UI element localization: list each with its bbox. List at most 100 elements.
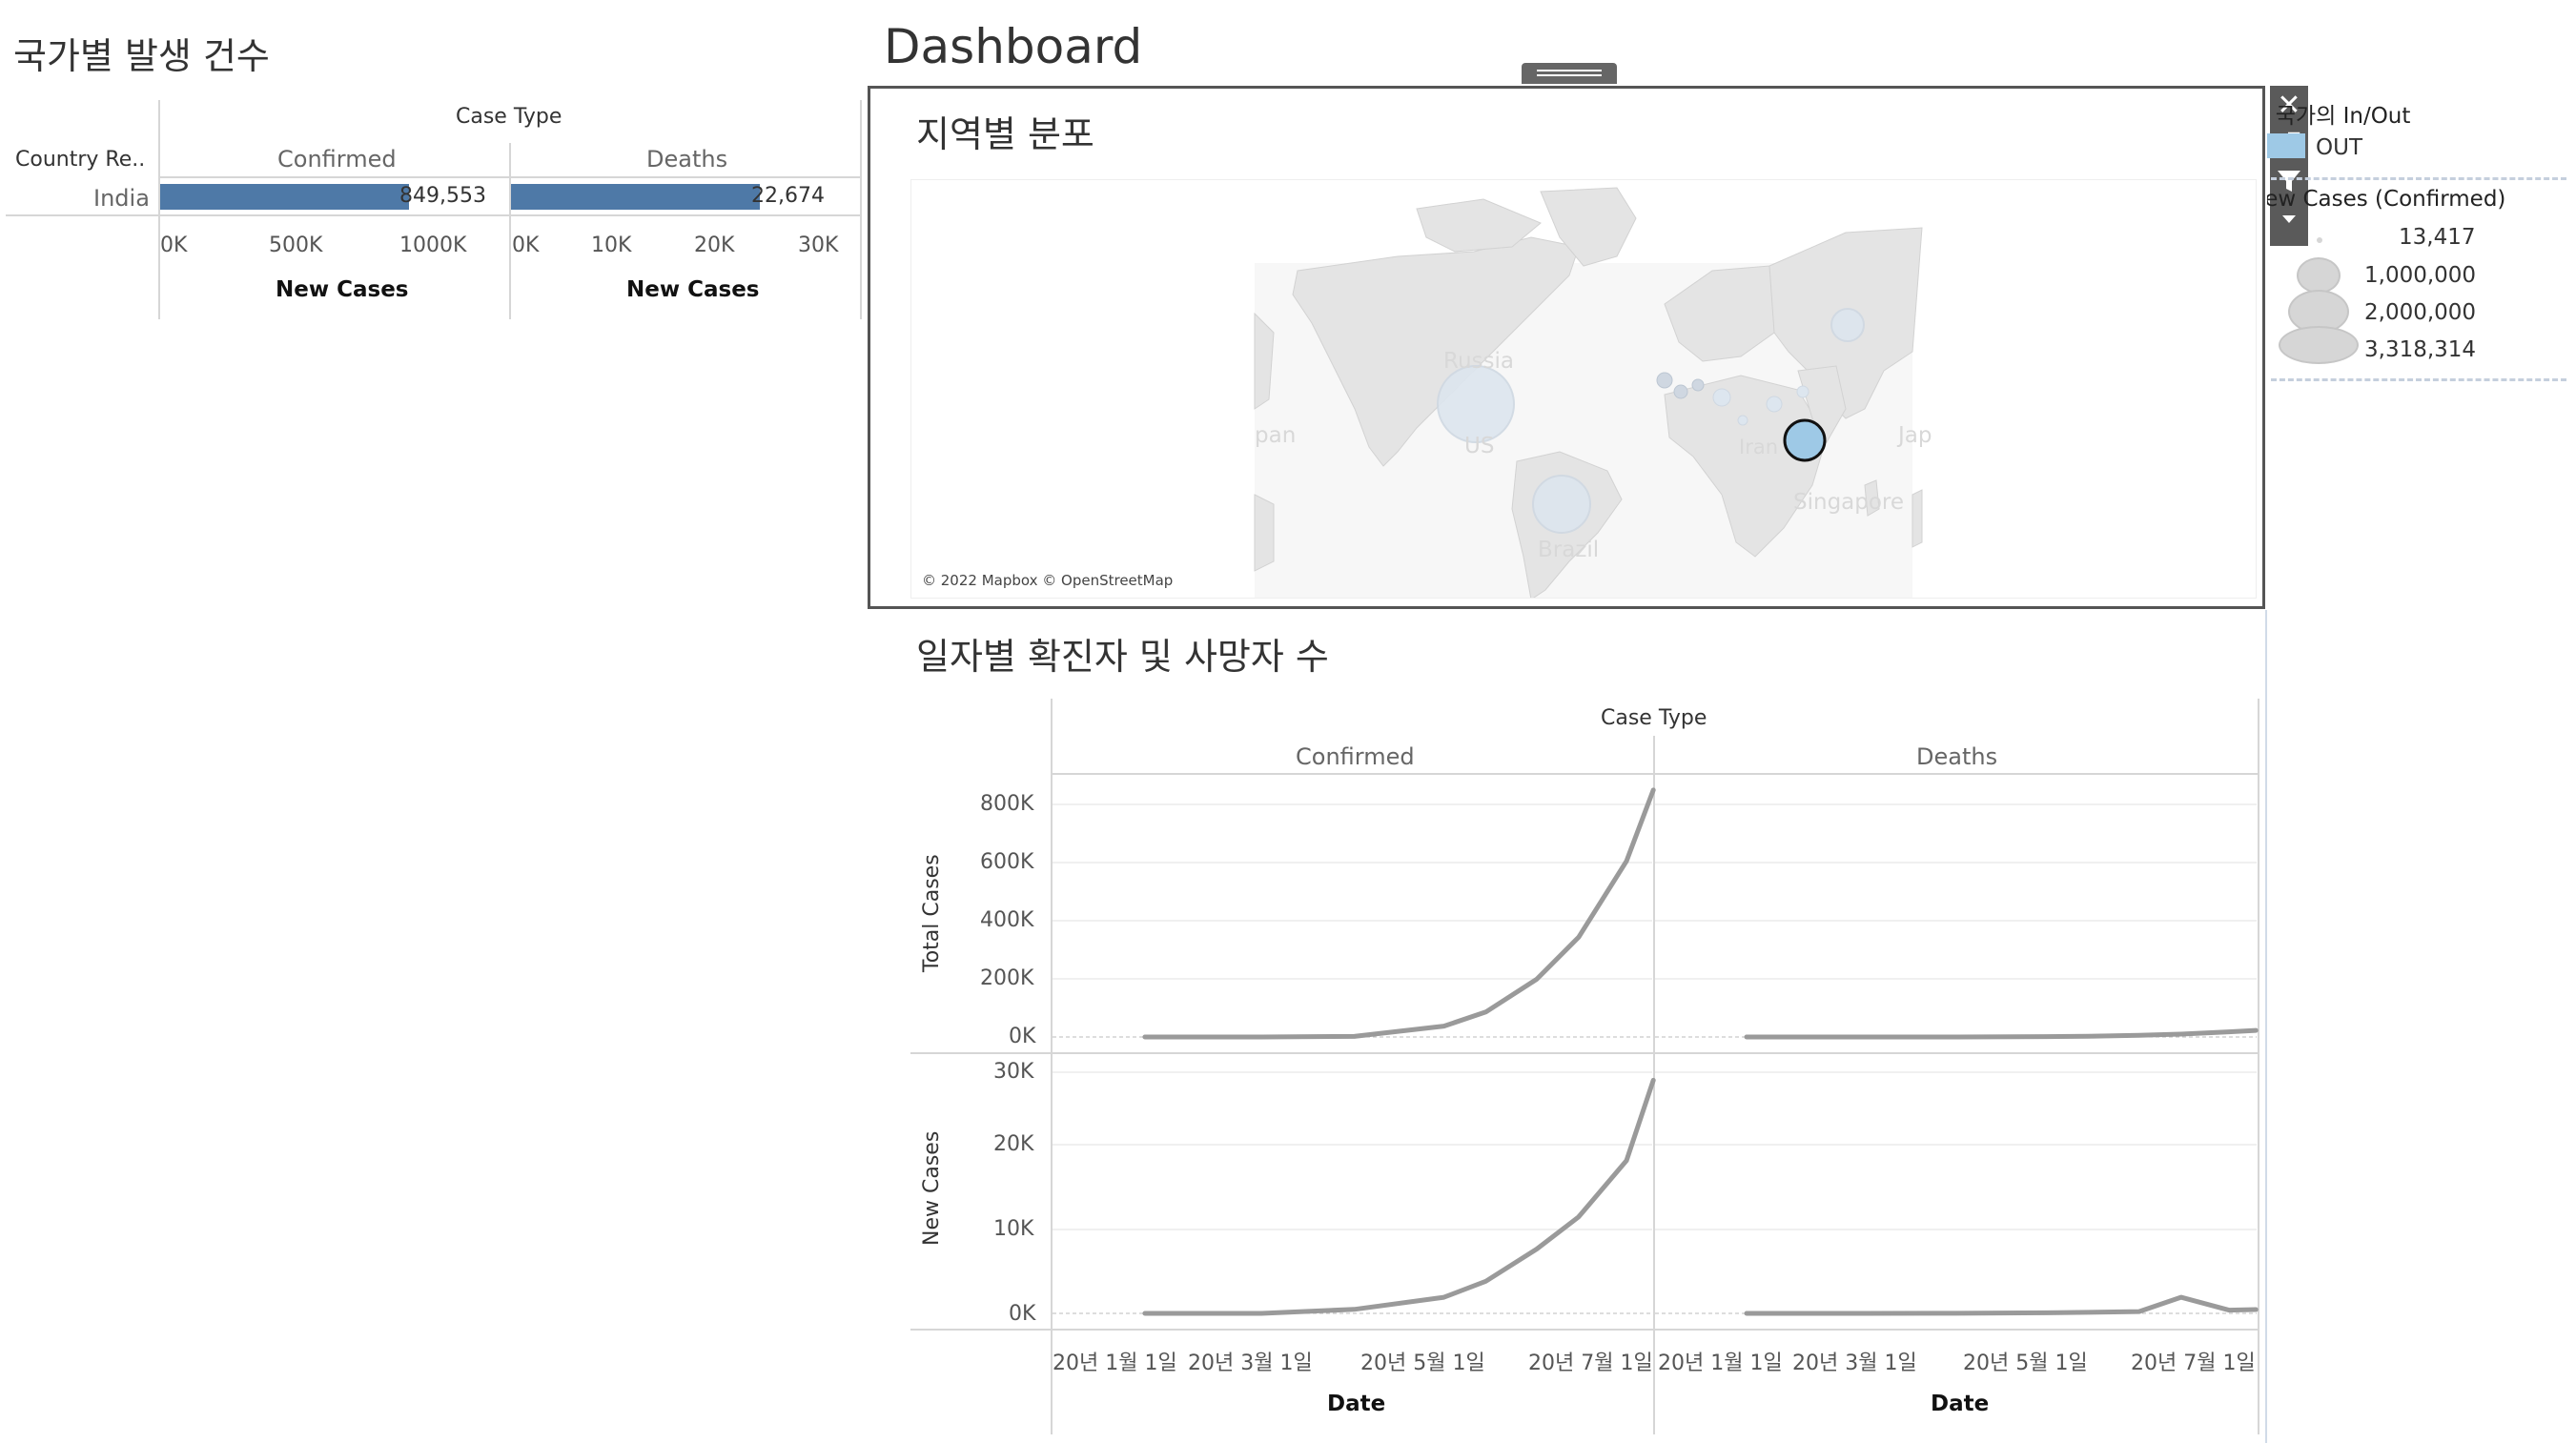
axis-tick: 200K xyxy=(980,966,1034,990)
landmass xyxy=(1540,187,1637,267)
date-tick: 20년 3월 1일 xyxy=(1792,1352,1917,1375)
bar-value-deaths: 22,674 xyxy=(751,184,825,208)
series-line-confirmed-total-cases[interactable] xyxy=(1142,787,1656,1040)
left-panel-title: 국가별 발생 건수 xyxy=(13,35,270,77)
map-bubble xyxy=(1656,372,1673,389)
date-tick: 20년 1월 1일 xyxy=(1658,1352,1783,1375)
dashboard-title: Dashboard xyxy=(884,19,1143,74)
map-panel[interactable] xyxy=(868,86,2265,609)
case-type-header: Case Type xyxy=(456,105,562,129)
date-tick: 20년 7월 1일 xyxy=(2131,1352,2256,1375)
date-tick: 20년 1월 1일 xyxy=(1053,1352,1177,1375)
axis-tick: 30K xyxy=(993,1060,1034,1084)
axis-tick: 0K xyxy=(160,234,188,257)
size-legend-label: 13,417 xyxy=(2399,225,2476,250)
axis-tick: 1000K xyxy=(399,234,467,257)
size-legend-label: 3,318,314 xyxy=(2364,337,2477,362)
column-header-deaths[interactable]: Deaths xyxy=(646,146,728,173)
map-bubble-russia xyxy=(1830,308,1865,342)
column-header-confirmed[interactable]: Confirmed xyxy=(1296,743,1415,770)
divider xyxy=(2265,610,2267,1443)
axis-tick: 20K xyxy=(694,234,735,257)
map-bubble xyxy=(1712,388,1731,407)
divider xyxy=(509,143,511,319)
map-label: Iran xyxy=(1739,436,1779,458)
divider xyxy=(910,1329,2258,1331)
map-label: pan xyxy=(1255,423,1297,448)
landmass xyxy=(1797,365,1847,443)
close-icon[interactable]: ✕ xyxy=(2277,88,2301,122)
map-attribution[interactable]: © 2022 Mapbox © OpenStreetMap xyxy=(922,572,1174,589)
map-panel-title: 지역별 분포 xyxy=(916,113,1094,155)
size-legend-mark xyxy=(2279,326,2359,364)
series-line-deaths-total-cases[interactable] xyxy=(1744,1027,2259,1040)
date-tick: 20년 5월 1일 xyxy=(1360,1352,1485,1375)
bar-value-confirmed: 849,553 xyxy=(399,184,486,208)
series-line-confirmed-new-cases[interactable] xyxy=(1142,1077,1656,1316)
size-legend-label: 1,000,000 xyxy=(2364,263,2477,288)
drag-handle[interactable] xyxy=(1522,63,1617,84)
map-label: Brazil xyxy=(1538,538,1600,562)
axis-tick: 0K xyxy=(512,234,540,257)
divider xyxy=(158,176,860,178)
inout-legend-title: 선택된 국가의 In/Out xyxy=(2267,104,2411,129)
x-axis-label-deaths: Date xyxy=(1931,1392,1990,1416)
axis-tick: 30K xyxy=(798,234,839,257)
map-bubble xyxy=(1737,415,1748,426)
size-legend-mark xyxy=(2317,237,2322,243)
divider xyxy=(6,214,860,216)
map-bubble xyxy=(1673,384,1688,399)
axis-tick: 10K xyxy=(591,234,632,257)
divider xyxy=(2258,699,2259,1434)
axis-tick: 20K xyxy=(993,1132,1034,1156)
axis-tick: 0K xyxy=(1009,1302,1036,1326)
column-header-confirmed[interactable]: Confirmed xyxy=(277,146,397,173)
map-bubble xyxy=(1796,385,1809,398)
landmass xyxy=(1416,198,1542,253)
map-bubble-us xyxy=(1437,365,1515,443)
inout-legend-value[interactable]: OUT xyxy=(2316,135,2362,160)
date-tick: 20년 3월 1일 xyxy=(1188,1352,1313,1375)
legend-separator xyxy=(2271,378,2566,381)
divider xyxy=(1051,773,2258,775)
landmass xyxy=(1254,494,1275,572)
case-type-header: Case Type xyxy=(1601,706,1707,730)
axis-tick: 500K xyxy=(269,234,323,257)
axis-tick: 800K xyxy=(980,792,1034,816)
filter-icon[interactable] xyxy=(2270,162,2308,200)
map-view[interactable]: Russia pan US Iran Jap Singapore Brazil … xyxy=(910,179,2257,599)
divider xyxy=(158,100,160,319)
legend-area: 선택된 국가의 In/Out OUT New Cases (Confirmed)… xyxy=(2267,86,2576,1443)
series-line-deaths-new-cases[interactable] xyxy=(1744,1294,2259,1316)
landmass xyxy=(1664,375,1828,558)
map-label: Singapore xyxy=(1793,490,1905,515)
axis-label-confirmed: New Cases xyxy=(276,277,409,302)
column-header-deaths[interactable]: Deaths xyxy=(1916,743,1998,770)
bar-deaths-india[interactable] xyxy=(511,184,760,210)
map-bubble xyxy=(1691,378,1705,392)
map-bubble-selected-india xyxy=(1783,418,1827,462)
size-legend-label: 2,000,000 xyxy=(2364,300,2477,325)
axis-tick: 0K xyxy=(1009,1025,1036,1048)
map-label: Jap xyxy=(1898,423,1932,448)
table-row-label[interactable]: India xyxy=(93,185,150,212)
map-label: Russia xyxy=(1443,349,1514,374)
divider xyxy=(910,1052,2258,1054)
world-map xyxy=(1254,187,1923,598)
axis-tick: 600K xyxy=(980,850,1034,874)
landmass xyxy=(1254,312,1275,410)
map-label: US xyxy=(1464,434,1495,458)
country-column-header[interactable]: Country Re.. xyxy=(15,148,146,172)
divider xyxy=(1051,699,1053,1434)
map-bubble-brazil xyxy=(1532,475,1591,534)
line-panel-title: 일자별 확진자 및 사망자 수 xyxy=(916,636,1329,678)
inout-color-swatch[interactable] xyxy=(2267,133,2305,158)
axis-tick: 400K xyxy=(980,908,1034,932)
divider xyxy=(860,100,862,319)
size-legend-title: New Cases (Confirmed) xyxy=(2267,187,2506,212)
more-options-icon[interactable] xyxy=(2270,200,2308,238)
legend-separator xyxy=(2271,177,2566,180)
map-bubble xyxy=(1766,396,1783,413)
bar-confirmed-india[interactable] xyxy=(160,184,409,210)
